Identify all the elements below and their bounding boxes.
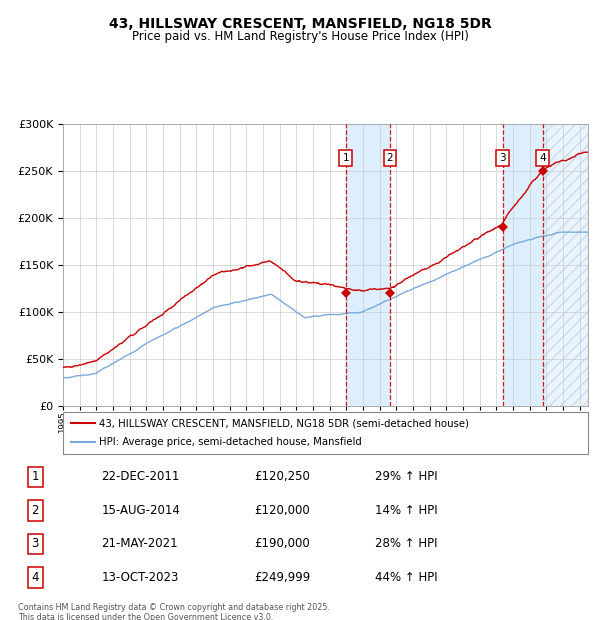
Text: 3: 3 <box>499 153 506 163</box>
Text: £249,999: £249,999 <box>254 571 310 584</box>
Text: 15-AUG-2014: 15-AUG-2014 <box>101 504 180 517</box>
Text: Price paid vs. HM Land Registry's House Price Index (HPI): Price paid vs. HM Land Registry's House … <box>131 30 469 43</box>
Text: 22-DEC-2011: 22-DEC-2011 <box>101 471 179 484</box>
Text: 14% ↑ HPI: 14% ↑ HPI <box>375 504 437 517</box>
Text: 1: 1 <box>31 471 39 484</box>
Text: 21-MAY-2021: 21-MAY-2021 <box>101 538 178 551</box>
Text: 29% ↑ HPI: 29% ↑ HPI <box>375 471 437 484</box>
Text: 44% ↑ HPI: 44% ↑ HPI <box>375 571 437 584</box>
Text: £120,000: £120,000 <box>254 504 310 517</box>
Text: 4: 4 <box>539 153 546 163</box>
Text: 43, HILLSWAY CRESCENT, MANSFIELD, NG18 5DR (semi-detached house): 43, HILLSWAY CRESCENT, MANSFIELD, NG18 5… <box>98 418 469 428</box>
Bar <box>346 124 390 406</box>
FancyBboxPatch shape <box>63 412 588 454</box>
Text: 13-OCT-2023: 13-OCT-2023 <box>101 571 179 584</box>
Text: HPI: Average price, semi-detached house, Mansfield: HPI: Average price, semi-detached house,… <box>98 438 361 448</box>
Text: Contains HM Land Registry data © Crown copyright and database right 2025.
This d: Contains HM Land Registry data © Crown c… <box>18 603 330 620</box>
Text: 3: 3 <box>31 538 39 551</box>
Text: 1: 1 <box>343 153 349 163</box>
Bar <box>542 124 588 406</box>
Text: £190,000: £190,000 <box>254 538 310 551</box>
Text: 2: 2 <box>31 504 39 517</box>
Text: 28% ↑ HPI: 28% ↑ HPI <box>375 538 437 551</box>
Text: £120,250: £120,250 <box>254 471 310 484</box>
Text: 4: 4 <box>31 571 39 584</box>
Bar <box>503 124 542 406</box>
Text: 43, HILLSWAY CRESCENT, MANSFIELD, NG18 5DR: 43, HILLSWAY CRESCENT, MANSFIELD, NG18 5… <box>109 17 491 32</box>
Text: 2: 2 <box>386 153 394 163</box>
